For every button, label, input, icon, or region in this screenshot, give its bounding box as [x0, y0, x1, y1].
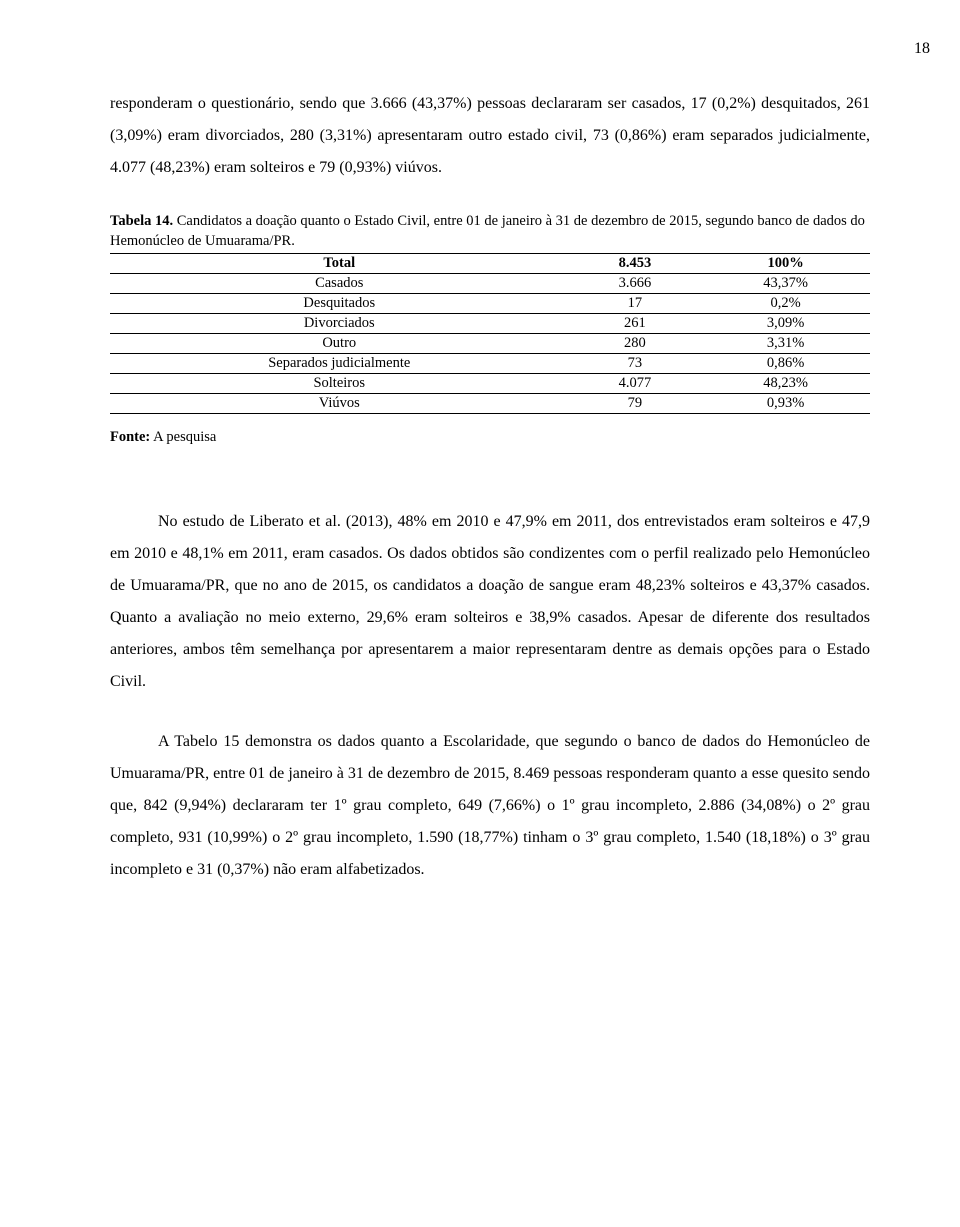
table-header-c1: Total — [110, 254, 569, 274]
table-cell-value: 73 — [569, 354, 702, 374]
table-cell-value: 4.077 — [569, 374, 702, 394]
table-cell-percent: 43,37% — [701, 274, 870, 294]
table-cell-label: Casados — [110, 274, 569, 294]
table-cell-label: Divorciados — [110, 314, 569, 334]
table-cell-value: 17 — [569, 294, 702, 314]
page-number: 18 — [110, 40, 930, 58]
paragraph-1: responderam o questionário, sendo que 3.… — [110, 88, 870, 184]
table-header-c2: 8.453 — [569, 254, 702, 274]
table-source-label: Fonte: — [110, 429, 150, 445]
table-row: Desquitados170,2% — [110, 294, 870, 314]
table-cell-percent: 0,93% — [701, 394, 870, 414]
table-cell-percent: 48,23% — [701, 374, 870, 394]
table-cell-label: Desquitados — [110, 294, 569, 314]
table-row: Divorciados2613,09% — [110, 314, 870, 334]
table-cell-percent: 3,31% — [701, 334, 870, 354]
table-row: Casados3.66643,37% — [110, 274, 870, 294]
table-source-text: A pesquisa — [150, 429, 216, 445]
table-header-row: Total 8.453 100% — [110, 254, 870, 274]
table-row: Separados judicialmente730,86% — [110, 354, 870, 374]
table-cell-label: Viúvos — [110, 394, 569, 414]
table-source: Fonte: A pesquisa — [110, 429, 870, 446]
table-row: Viúvos790,93% — [110, 394, 870, 414]
paragraph-2: No estudo de Liberato et al. (2013), 48%… — [110, 506, 870, 698]
table-row: Solteiros4.07748,23% — [110, 374, 870, 394]
table-cell-label: Solteiros — [110, 374, 569, 394]
table-cell-label: Outro — [110, 334, 569, 354]
table-cell-value: 261 — [569, 314, 702, 334]
table-cell-value: 3.666 — [569, 274, 702, 294]
table-cell-label: Separados judicialmente — [110, 354, 569, 374]
table-caption-text: Candidatos a doação quanto o Estado Civi… — [110, 213, 865, 249]
estado-civil-table: Total 8.453 100% Casados3.66643,37%Desqu… — [110, 253, 870, 414]
table-cell-value: 79 — [569, 394, 702, 414]
table-caption-number: Tabela 14. — [110, 213, 173, 229]
table-cell-value: 280 — [569, 334, 702, 354]
paragraph-3: A Tabelo 15 demonstra os dados quanto a … — [110, 726, 870, 886]
table-row: Outro2803,31% — [110, 334, 870, 354]
table-cell-percent: 3,09% — [701, 314, 870, 334]
table-cell-percent: 0,2% — [701, 294, 870, 314]
table-cell-percent: 0,86% — [701, 354, 870, 374]
table-header-c3: 100% — [701, 254, 870, 274]
table-caption: Tabela 14. Candidatos a doação quanto o … — [110, 212, 870, 251]
